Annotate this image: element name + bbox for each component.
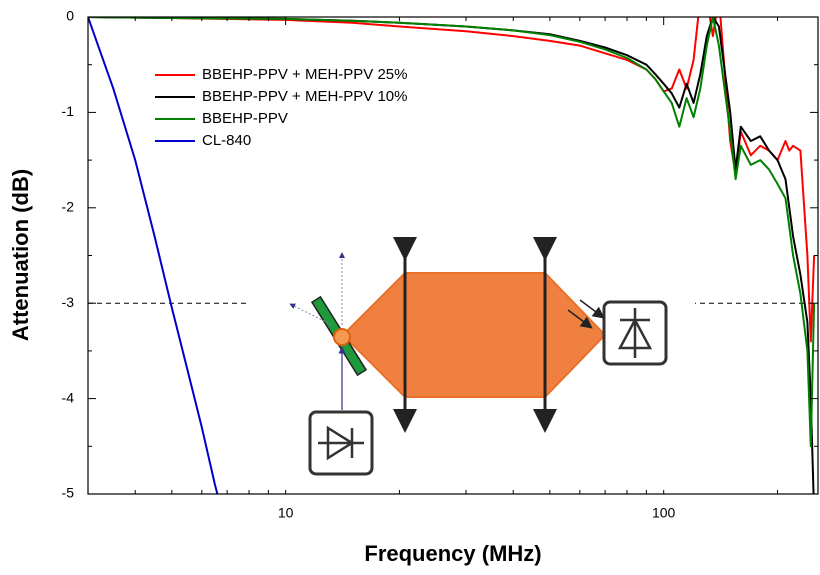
y-tick-label: -5 — [62, 485, 75, 501]
legend-label: CL-840 — [202, 132, 251, 149]
legend-label: BBEHP-PPV + MEH-PPV 10% — [202, 88, 408, 105]
y-tick-label: -3 — [62, 294, 75, 310]
x-axis-title: Frequency (MHz) — [364, 541, 541, 566]
tx-diode — [318, 425, 364, 461]
light-arrow — [579, 299, 605, 319]
y-tick-label: -2 — [62, 199, 75, 215]
y-axis-title: Attenuation (dB) — [8, 169, 33, 341]
y-tick-label: 0 — [66, 8, 74, 24]
light-arrow — [567, 309, 593, 329]
legend-label: BBEHP-PPV + MEH-PPV 25% — [202, 66, 408, 83]
series-line — [88, 17, 816, 448]
legend-label: BBEHP-PPV — [202, 110, 288, 127]
spot — [333, 328, 351, 346]
inset-diagram — [250, 237, 695, 490]
y-tick-label: -4 — [62, 389, 75, 405]
x-tick-label: 10 — [278, 505, 294, 521]
x-tick-label: 100 — [652, 505, 676, 521]
series-line — [88, 17, 816, 343]
y-tick-label: -1 — [62, 103, 75, 119]
emission-arrow — [289, 303, 333, 326]
plot-lines — [88, 17, 818, 494]
series-line — [88, 17, 219, 494]
rx-diode — [617, 308, 653, 358]
